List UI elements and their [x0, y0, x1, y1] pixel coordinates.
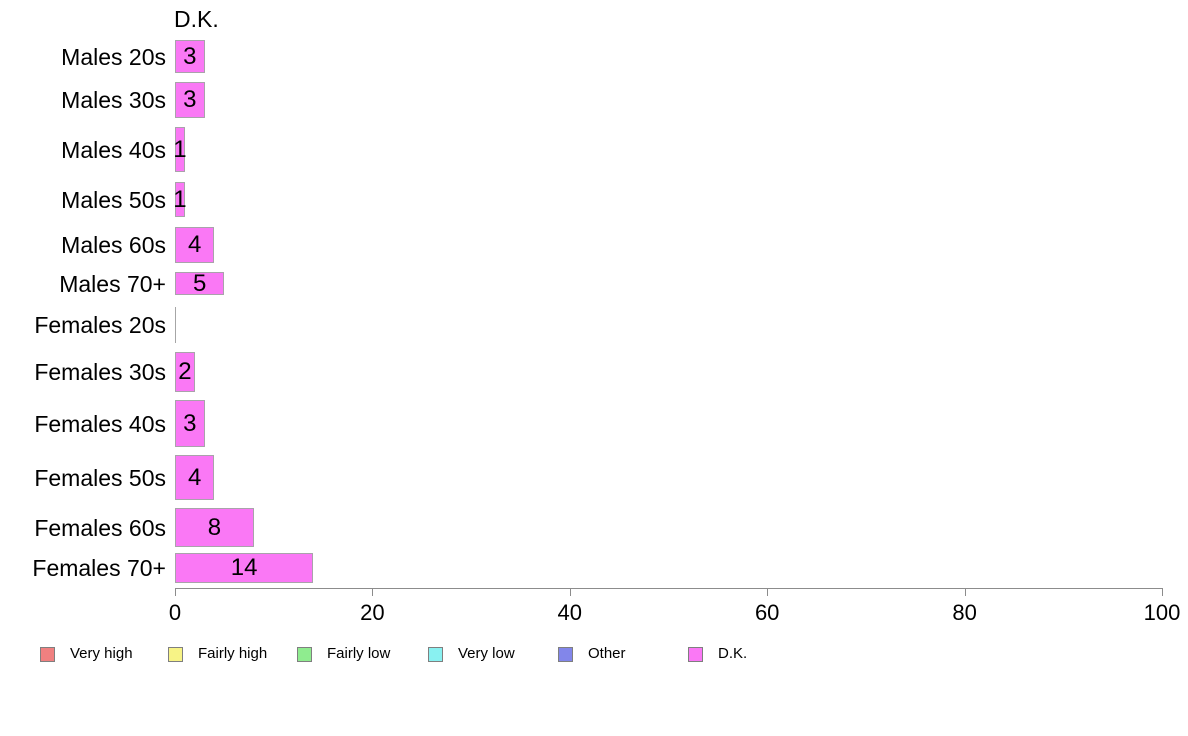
legend-item: Fairly low	[297, 645, 390, 663]
bar: 8	[175, 508, 254, 547]
bar-value-label: 4	[188, 231, 202, 258]
category-label: Males 40s	[61, 136, 166, 163]
category-label: Males 30s	[61, 87, 166, 113]
category-label: Males 20s	[61, 43, 166, 70]
legend-item: Fairly high	[168, 645, 267, 663]
bar-value-label: 3	[183, 42, 197, 70]
legend-item: Other	[558, 645, 626, 663]
category-label: Females 50s	[34, 464, 166, 491]
legend-swatch	[168, 646, 183, 662]
category-label: Males 50s	[61, 186, 166, 213]
legend-swatch	[558, 646, 573, 662]
x-axis-tick	[964, 588, 966, 596]
bar-value-label: 2	[178, 358, 192, 385]
bar: 1	[173, 182, 187, 217]
legend-swatch	[428, 646, 443, 662]
category-label: Males 60s	[61, 232, 166, 258]
legend-label: Other	[588, 645, 626, 662]
bar: 3	[175, 82, 205, 118]
bar-value-label: 5	[192, 269, 207, 297]
bar: 1	[173, 127, 187, 172]
legend-swatch	[688, 646, 703, 662]
category-label: Females 30s	[34, 359, 166, 385]
x-axis-tick	[175, 588, 176, 596]
bar: 2	[175, 352, 195, 392]
x-axis-tick-label: 40	[557, 600, 583, 625]
category-label: Females 40s	[34, 410, 166, 437]
bar: 3	[175, 400, 205, 447]
x-axis-tick	[1162, 588, 1163, 596]
category-label: Females 20s	[34, 312, 166, 338]
legend-swatch	[40, 646, 55, 662]
bar-value-label: 8	[207, 513, 222, 541]
legend-item: Very low	[428, 645, 515, 663]
legend-label: Very high	[70, 645, 133, 662]
bar-value-label: 1	[173, 135, 187, 163]
bar: 14	[175, 553, 314, 583]
x-axis-tick	[767, 588, 769, 596]
x-axis-tick-label: 20	[360, 600, 385, 625]
bar: 4	[175, 227, 215, 263]
bar: 5	[175, 269, 225, 297]
bar: 3	[175, 40, 205, 73]
legend-label: Fairly high	[198, 645, 268, 662]
category-label: Females 70+	[32, 555, 166, 581]
legend-swatch	[297, 646, 312, 662]
x-axis-tick	[569, 588, 571, 596]
x-axis-tick-label: 80	[952, 600, 977, 625]
zero-value-bar-line	[175, 307, 176, 343]
x-axis-line	[175, 588, 1162, 589]
bar: 4	[175, 455, 215, 500]
category-label: Males 70+	[59, 270, 166, 297]
x-axis-tick-label: 0	[168, 600, 182, 625]
legend-item: D.K.	[688, 645, 747, 663]
bar-value-label: 14	[230, 554, 258, 581]
x-axis-tick-label: 60	[754, 600, 780, 625]
category-label: Females 60s	[34, 514, 166, 541]
chart-title: D.K.	[174, 6, 219, 32]
x-axis-tick	[372, 588, 374, 596]
bar-value-label: 4	[188, 463, 202, 491]
x-axis-tick-label: 100	[1143, 600, 1181, 625]
bar-value-label: 3	[183, 409, 197, 437]
legend-label: Very low	[458, 645, 515, 662]
legend-label: D.K.	[718, 645, 748, 662]
legend-item: Very high	[40, 645, 133, 663]
legend-label: Fairly low	[327, 645, 391, 662]
bar-value-label: 3	[183, 86, 197, 113]
bar-value-label: 1	[173, 185, 187, 213]
